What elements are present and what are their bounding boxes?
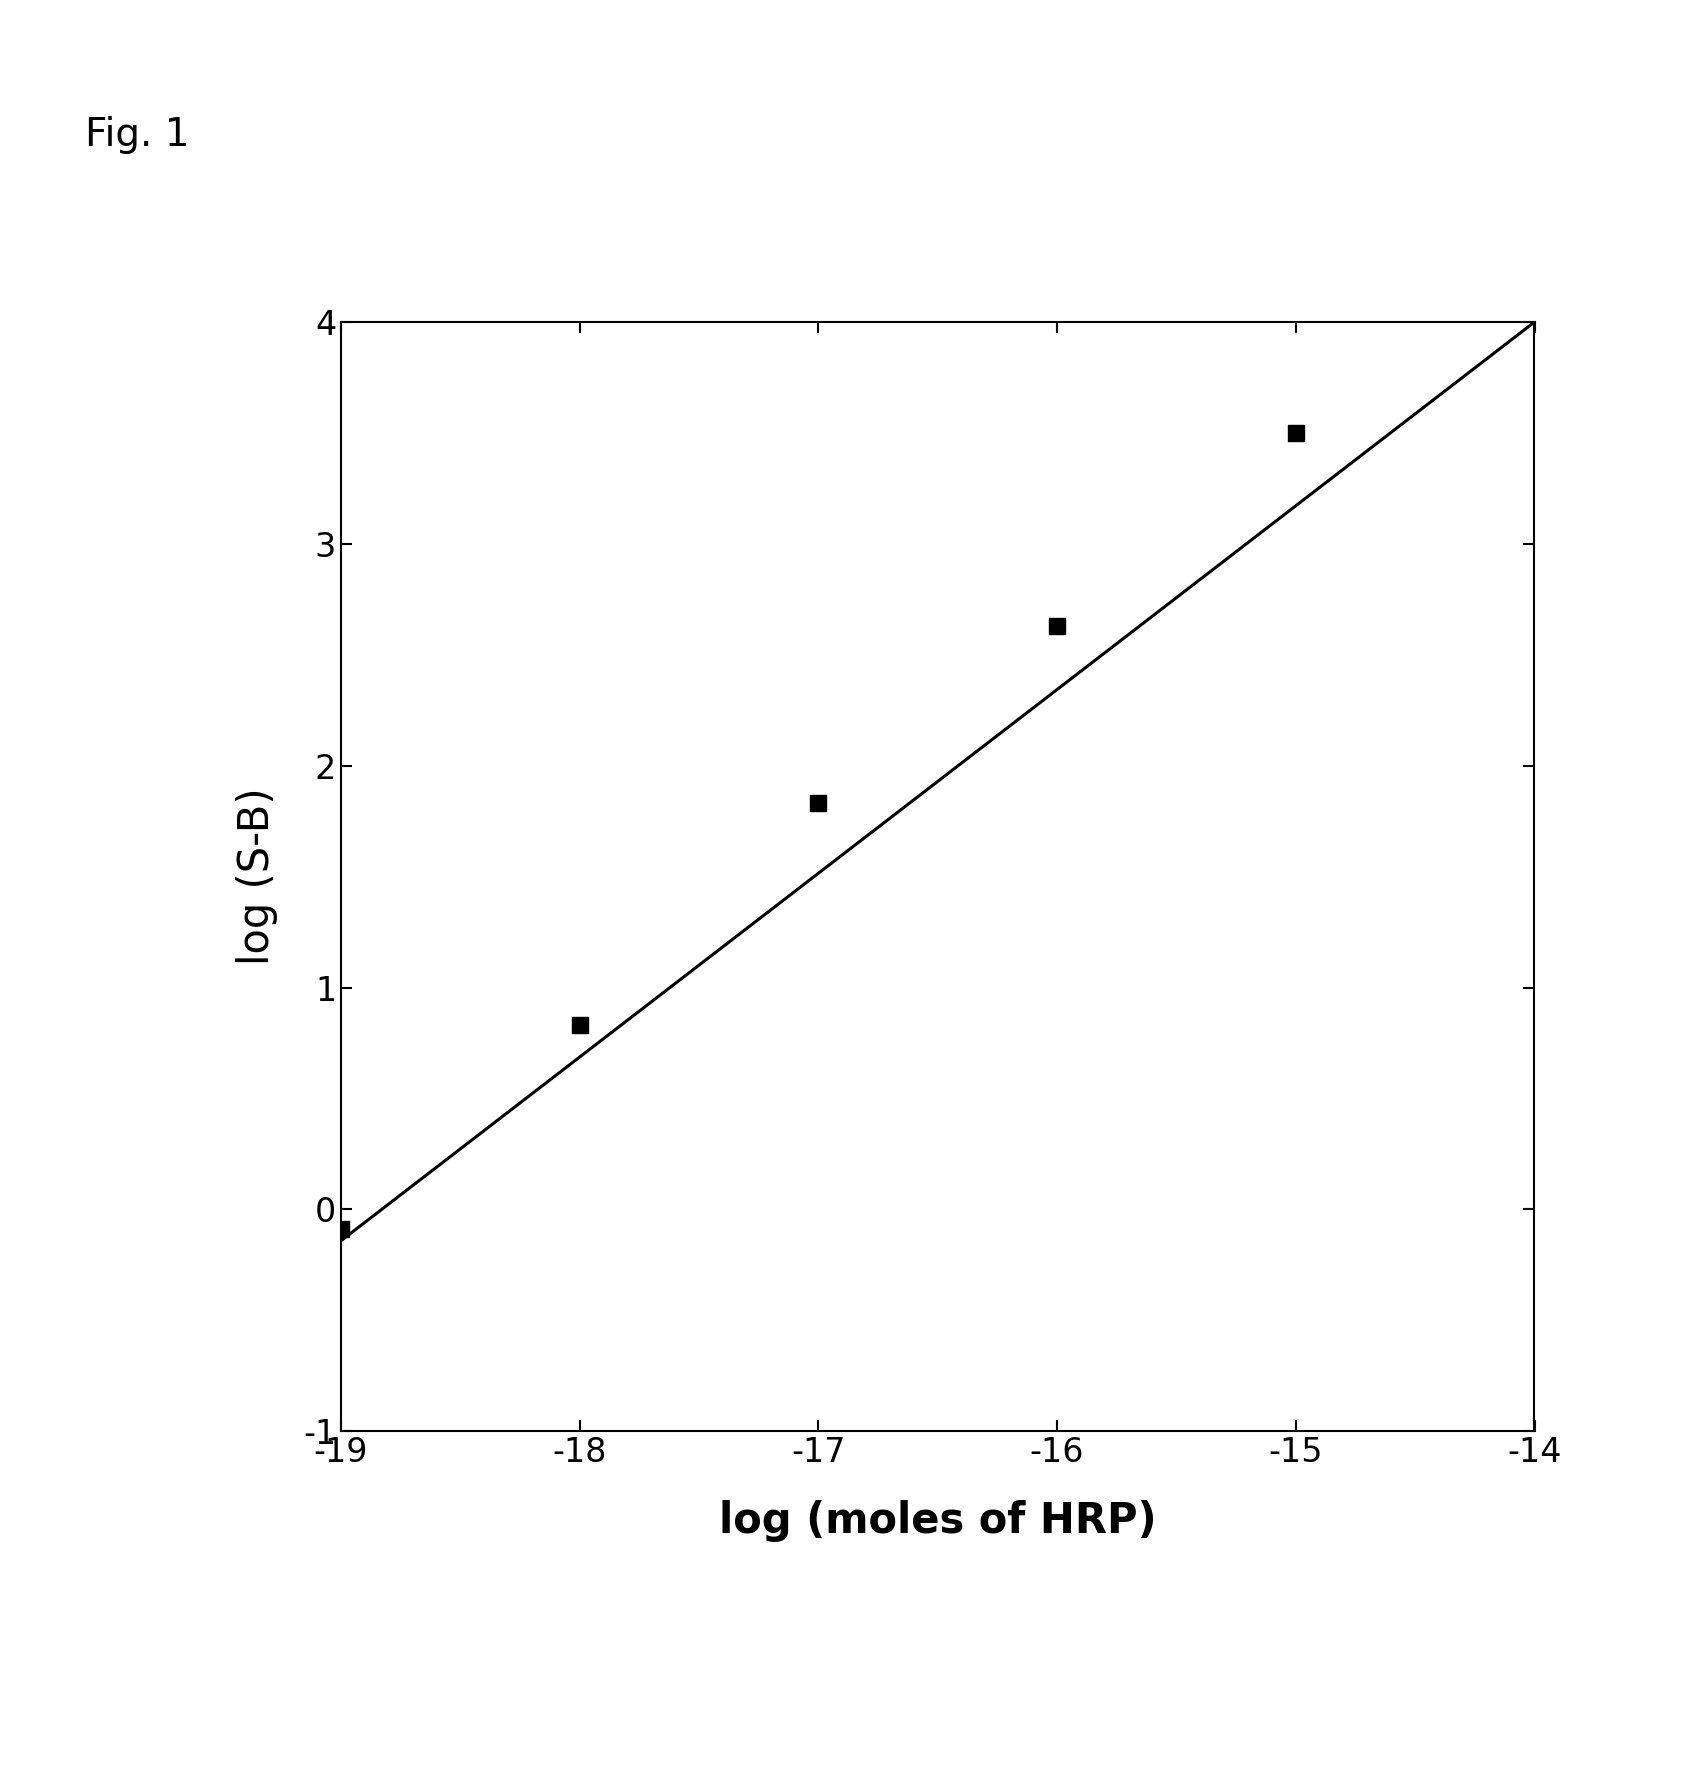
Point bbox=[327, 1215, 355, 1243]
Point bbox=[1282, 419, 1309, 447]
Point bbox=[805, 789, 832, 818]
Point bbox=[1043, 612, 1071, 640]
X-axis label: log (moles of HRP): log (moles of HRP) bbox=[720, 1499, 1156, 1542]
Text: Fig. 1: Fig. 1 bbox=[85, 116, 189, 154]
Point bbox=[566, 1011, 593, 1039]
Y-axis label: log (S-B): log (S-B) bbox=[235, 787, 278, 966]
